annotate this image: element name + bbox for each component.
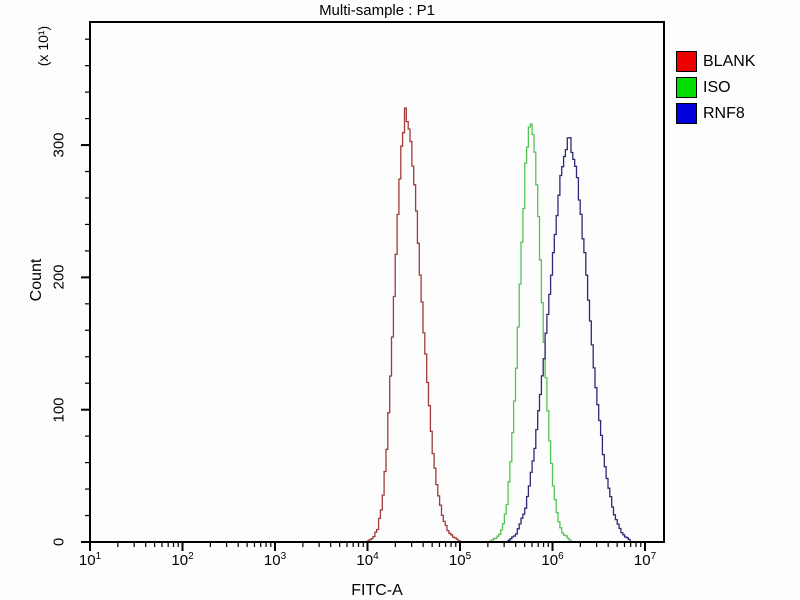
x-tick-label: 104 [356, 551, 379, 569]
x-tick-label: 103 [263, 551, 287, 569]
plot-frame [89, 21, 665, 543]
x-tick-label: 101 [78, 551, 102, 569]
y-axis-multiplier: (x 10¹) [35, 25, 51, 67]
legend-swatch-icon [676, 51, 697, 72]
legend-swatch-icon [676, 103, 697, 124]
legend: BLANK ISO RNF8 [676, 51, 755, 124]
x-tick-label: 102 [171, 551, 194, 569]
legend-label: RNF8 [703, 105, 745, 122]
x-tick-label: 105 [448, 551, 472, 569]
x-axis-label: FITC-A [351, 582, 403, 599]
histogram-curves [365, 107, 632, 542]
y-axis-label: Count [28, 258, 45, 302]
y-tick-label: 200 [50, 264, 68, 290]
curve-ISO [487, 123, 572, 542]
curve-RNF8 [506, 137, 632, 542]
x-tick-label: 106 [541, 551, 564, 569]
curve-BLANK [365, 107, 461, 542]
legend-item-rnf8: RNF8 [676, 103, 755, 124]
legend-label: ISO [703, 79, 731, 96]
y-tick-label: 300 [50, 132, 68, 158]
chart-title: Multi-sample : P1 [319, 2, 435, 19]
y-tick-label: 100 [50, 397, 68, 423]
legend-label: BLANK [703, 53, 756, 70]
y-tick-label: 0 [50, 537, 68, 547]
x-tick-label: 107 [633, 551, 657, 569]
legend-item-iso: ISO [676, 77, 755, 98]
legend-swatch-icon [676, 77, 697, 98]
axis-ticks [81, 38, 646, 551]
legend-item-blank: BLANK [676, 51, 755, 72]
